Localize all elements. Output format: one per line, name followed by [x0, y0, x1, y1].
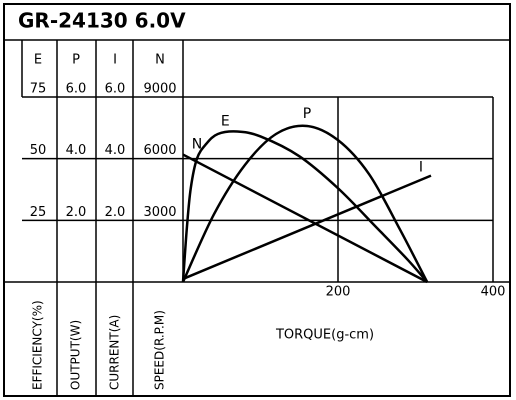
y-tick-label: 50: [30, 143, 47, 158]
series-label: P: [303, 106, 311, 122]
axis-name: OUTPUT(W): [69, 320, 83, 390]
y-tick-label: 3000: [143, 205, 176, 220]
y-tick-label: 25: [30, 205, 47, 220]
series-label: E: [221, 114, 230, 130]
y-tick-label: 75: [30, 82, 47, 97]
series-line: [181, 124, 429, 283]
series-line: [182, 153, 428, 284]
x-tick-label: 200: [326, 285, 351, 300]
axis-header: N: [155, 53, 165, 68]
y-tick-label: 4.0: [105, 143, 126, 158]
y-tick-label: 6000: [143, 143, 176, 158]
chart-title: GR-24130 6.0V: [18, 9, 186, 33]
y-tick-label: 2.0: [66, 205, 87, 220]
y-tick-label: 6.0: [105, 82, 126, 97]
axis-name: SPEED(R.P.M): [153, 310, 167, 390]
axis-header: P: [72, 53, 80, 68]
series-line: [182, 174, 432, 281]
frame: [3, 3, 511, 397]
y-tick-label: 9000: [143, 82, 176, 97]
x-axis-label: TORQUE(g-cm): [275, 328, 374, 343]
y-tick-label: 4.0: [66, 143, 87, 158]
y-tick-label: 6.0: [66, 82, 87, 97]
x-tick-label: 400: [481, 285, 506, 300]
series-line: [181, 130, 429, 283]
y-tick-label: 2.0: [105, 205, 126, 220]
series-label: I: [419, 160, 423, 176]
axis-name: EFFICIENCY(%): [31, 300, 45, 390]
series-label: N: [192, 137, 202, 153]
axis-header: I: [113, 53, 117, 68]
axis-header: E: [34, 53, 42, 68]
axis-name: CURRENT(A): [108, 315, 122, 390]
